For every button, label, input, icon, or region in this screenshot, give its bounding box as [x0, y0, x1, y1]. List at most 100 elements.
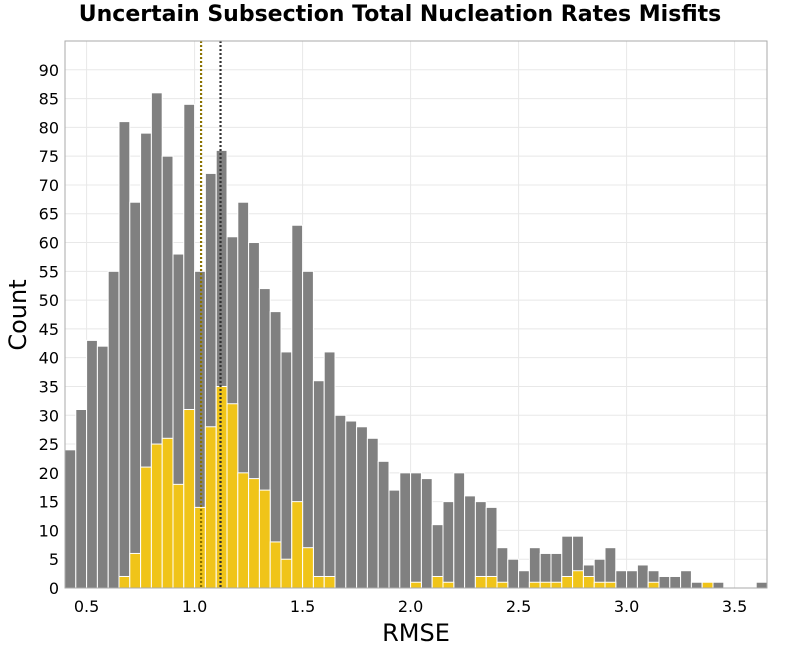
- bar-total: [107, 270, 120, 589]
- bar-subset: [431, 575, 444, 589]
- bar-total: [755, 581, 768, 589]
- y-axis-label: Count: [4, 279, 32, 350]
- y-tick-label: 65: [39, 205, 59, 224]
- bar-subset: [302, 547, 314, 589]
- y-tick-label: 90: [39, 61, 59, 80]
- y-tick-label: 75: [39, 147, 59, 166]
- plot-frame: [64, 40, 768, 589]
- bar-total: [356, 426, 368, 589]
- bar-subset: [204, 426, 217, 589]
- bar-total: [615, 570, 628, 589]
- bar-subset: [226, 403, 239, 589]
- y-tick-label: 60: [39, 234, 59, 253]
- bar-total: [118, 121, 131, 589]
- bar-subset: [474, 575, 487, 589]
- bar-total: [518, 570, 530, 589]
- bar-subset: [701, 581, 714, 589]
- y-tick-label: 35: [39, 377, 59, 396]
- bar-subset: [269, 541, 282, 589]
- bar-total: [64, 449, 77, 589]
- bar-subset: [572, 570, 584, 589]
- bar-subset: [561, 575, 574, 589]
- bar-total: [507, 558, 520, 589]
- bar-total: [464, 495, 476, 589]
- bar-subset: [118, 575, 131, 589]
- bar-subset: [248, 478, 260, 589]
- bar-total: [474, 501, 487, 589]
- bar-subset: [593, 581, 606, 589]
- bar-subset: [291, 501, 304, 589]
- bar-total: [453, 472, 466, 589]
- x-tick-label: 3.0: [614, 597, 639, 616]
- bar-total: [399, 472, 412, 589]
- y-tick-label: 40: [39, 349, 59, 368]
- bar-total: [280, 351, 293, 589]
- bar-total: [669, 575, 682, 589]
- y-tick-label: 80: [39, 118, 59, 137]
- bar-total: [388, 489, 401, 589]
- bar-subset: [496, 581, 509, 589]
- y-tick-label: 10: [39, 521, 59, 540]
- bar-subset: [194, 506, 206, 589]
- bar-total: [626, 570, 638, 589]
- bar-total: [712, 581, 725, 589]
- bar-subset: [539, 581, 552, 589]
- y-tick-label: 5: [49, 550, 59, 569]
- bar-subset: [237, 472, 250, 589]
- bar-total: [334, 414, 347, 589]
- y-tick-label: 15: [39, 493, 59, 512]
- bar-subset: [150, 443, 163, 589]
- reference-lines: [199, 41, 222, 588]
- x-tick-label: 1.5: [290, 597, 315, 616]
- x-tick-label: 2.5: [506, 597, 531, 616]
- y-tick-label: 20: [39, 464, 59, 483]
- bar-total: [86, 339, 98, 589]
- y-tick-label: 30: [39, 406, 59, 425]
- bar-subset: [140, 466, 152, 589]
- y-tick-label: 25: [39, 435, 59, 454]
- y-tick-label: 55: [39, 262, 59, 281]
- y-tick-label: 85: [39, 90, 59, 109]
- x-tick-label: 0.5: [74, 597, 99, 616]
- bar-subset: [550, 581, 563, 589]
- bar-subset: [442, 581, 455, 589]
- x-tick-label: 3.5: [722, 597, 747, 616]
- bar-total: [420, 478, 433, 589]
- y-tick-label: 0: [49, 579, 59, 598]
- bar-subset: [258, 489, 271, 589]
- bar-subset: [410, 581, 422, 589]
- bar-subset: [161, 437, 174, 589]
- y-tick-label: 70: [39, 176, 59, 195]
- bar-subset: [183, 409, 196, 589]
- bar-subset: [323, 575, 336, 589]
- bar-subset: [528, 581, 541, 589]
- x-axis-label: RMSE: [382, 619, 450, 647]
- bar-subset: [647, 581, 660, 589]
- chart-title: Uncertain Subsection Total Nucleation Ra…: [78, 2, 722, 27]
- tick-labels: 0 5 10 15 20 25 30 35 40 45 50 55 60 65 70 75 80 85 90 0.5 1…: [39, 61, 748, 616]
- x-tick-label: 1.0: [182, 597, 207, 616]
- bars-layer: [64, 92, 768, 589]
- bar-subset: [129, 552, 142, 589]
- bar-total: [345, 420, 358, 589]
- bar-total: [377, 460, 390, 589]
- bar-subset: [485, 575, 498, 589]
- y-tick-label: 45: [39, 320, 59, 339]
- bar-total: [680, 570, 692, 589]
- bar-subset: [172, 483, 185, 589]
- bar-total: [658, 575, 671, 589]
- bar-total: [690, 581, 703, 589]
- bar-total: [96, 345, 109, 589]
- bar-total: [485, 506, 498, 589]
- bar-total: [636, 564, 649, 589]
- bar-total: [302, 270, 314, 589]
- bar-total: [410, 472, 422, 589]
- bar-subset: [280, 558, 293, 589]
- bar-total: [129, 201, 142, 589]
- x-tick-label: 2.0: [398, 597, 423, 616]
- bar-total: [366, 437, 379, 589]
- bar-total: [312, 380, 325, 589]
- bar-total: [323, 351, 336, 589]
- bar-subset: [604, 581, 617, 589]
